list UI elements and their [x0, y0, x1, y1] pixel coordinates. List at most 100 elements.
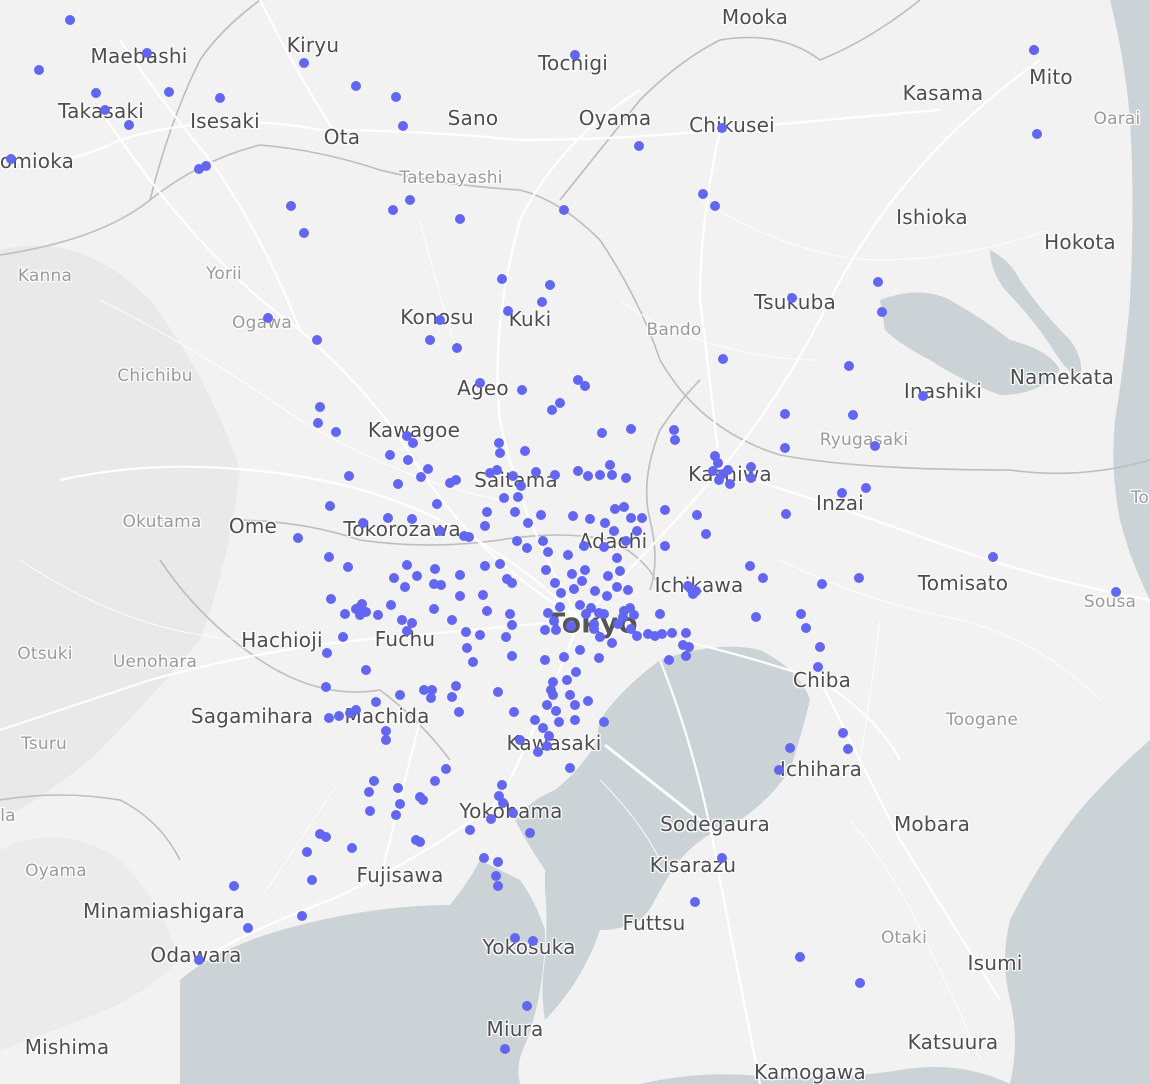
- location-marker[interactable]: [461, 627, 471, 637]
- location-marker[interactable]: [142, 48, 152, 58]
- location-marker[interactable]: [599, 717, 609, 727]
- location-marker[interactable]: [385, 450, 395, 460]
- location-marker[interactable]: [988, 552, 998, 562]
- location-marker[interactable]: [531, 467, 541, 477]
- location-marker[interactable]: [745, 561, 755, 571]
- location-marker[interactable]: [660, 505, 670, 515]
- location-marker[interactable]: [402, 431, 412, 441]
- location-marker[interactable]: [848, 410, 858, 420]
- location-marker[interactable]: [495, 559, 505, 569]
- location-marker[interactable]: [373, 610, 383, 620]
- location-marker[interactable]: [538, 723, 548, 733]
- location-marker[interactable]: [412, 571, 422, 581]
- location-marker[interactable]: [528, 936, 538, 946]
- location-marker[interactable]: [855, 978, 865, 988]
- location-marker[interactable]: [595, 632, 605, 642]
- location-marker[interactable]: [522, 1001, 532, 1011]
- location-marker[interactable]: [626, 624, 636, 634]
- location-marker[interactable]: [667, 628, 677, 638]
- location-marker[interactable]: [229, 881, 239, 891]
- location-marker[interactable]: [455, 570, 465, 580]
- location-marker[interactable]: [419, 685, 429, 695]
- location-marker[interactable]: [861, 483, 871, 493]
- location-marker[interactable]: [315, 402, 325, 412]
- location-marker[interactable]: [194, 955, 204, 965]
- location-marker[interactable]: [486, 814, 496, 824]
- location-marker[interactable]: [345, 708, 355, 718]
- location-marker[interactable]: [838, 728, 848, 738]
- location-marker[interactable]: [493, 881, 503, 891]
- location-marker[interactable]: [701, 529, 711, 539]
- location-marker[interactable]: [371, 697, 381, 707]
- location-marker[interactable]: [338, 632, 348, 642]
- location-marker[interactable]: [435, 526, 445, 536]
- location-marker[interactable]: [538, 536, 548, 546]
- location-marker[interactable]: [563, 550, 573, 560]
- location-marker[interactable]: [566, 621, 576, 631]
- location-marker[interactable]: [426, 693, 436, 703]
- location-marker[interactable]: [609, 526, 619, 536]
- location-marker[interactable]: [326, 594, 336, 604]
- location-marker[interactable]: [462, 643, 472, 653]
- location-marker[interactable]: [402, 626, 412, 636]
- location-marker[interactable]: [315, 829, 325, 839]
- location-marker[interactable]: [619, 502, 629, 512]
- location-marker[interactable]: [669, 425, 679, 435]
- location-marker[interactable]: [6, 154, 16, 164]
- location-marker[interactable]: [600, 518, 610, 528]
- location-marker[interactable]: [415, 837, 425, 847]
- location-marker[interactable]: [501, 632, 511, 642]
- location-marker[interactable]: [331, 427, 341, 437]
- location-marker[interactable]: [500, 1044, 510, 1054]
- location-marker[interactable]: [451, 681, 461, 691]
- location-marker[interactable]: [334, 711, 344, 721]
- location-marker[interactable]: [780, 409, 790, 419]
- location-marker[interactable]: [683, 581, 693, 591]
- location-marker[interactable]: [468, 657, 478, 667]
- location-marker[interactable]: [391, 92, 401, 102]
- location-marker[interactable]: [299, 228, 309, 238]
- location-marker[interactable]: [710, 451, 720, 461]
- location-marker[interactable]: [718, 469, 728, 479]
- location-marker[interactable]: [547, 405, 557, 415]
- location-marker[interactable]: [398, 121, 408, 131]
- location-marker[interactable]: [844, 361, 854, 371]
- location-marker[interactable]: [605, 460, 615, 470]
- location-marker[interactable]: [215, 93, 225, 103]
- location-marker[interactable]: [423, 464, 433, 474]
- location-marker[interactable]: [355, 610, 365, 620]
- location-marker[interactable]: [455, 591, 465, 601]
- location-marker[interactable]: [854, 573, 864, 583]
- location-marker[interactable]: [612, 553, 622, 563]
- location-marker[interactable]: [570, 50, 580, 60]
- location-marker[interactable]: [286, 201, 296, 211]
- location-marker[interactable]: [550, 578, 560, 588]
- location-marker[interactable]: [343, 562, 353, 572]
- location-marker[interactable]: [634, 141, 644, 151]
- location-marker[interactable]: [632, 631, 642, 641]
- location-marker[interactable]: [746, 473, 756, 483]
- location-marker[interactable]: [610, 504, 620, 514]
- location-marker[interactable]: [520, 446, 530, 456]
- location-marker[interactable]: [365, 806, 375, 816]
- location-marker[interactable]: [681, 628, 691, 638]
- location-marker[interactable]: [513, 492, 523, 502]
- location-marker[interactable]: [551, 706, 561, 716]
- location-marker[interactable]: [425, 335, 435, 345]
- location-marker[interactable]: [573, 375, 583, 385]
- location-marker[interactable]: [480, 561, 490, 571]
- location-marker[interactable]: [512, 536, 522, 546]
- location-marker[interactable]: [435, 315, 445, 325]
- location-marker[interactable]: [542, 741, 552, 751]
- location-marker[interactable]: [507, 651, 517, 661]
- location-marker[interactable]: [505, 609, 515, 619]
- location-marker[interactable]: [321, 682, 331, 692]
- location-marker[interactable]: [708, 466, 718, 476]
- location-marker[interactable]: [615, 566, 625, 576]
- location-marker[interactable]: [494, 791, 504, 801]
- location-marker[interactable]: [589, 624, 599, 634]
- location-marker[interactable]: [714, 475, 724, 485]
- location-marker[interactable]: [537, 297, 547, 307]
- location-marker[interactable]: [713, 458, 723, 468]
- location-marker[interactable]: [629, 610, 639, 620]
